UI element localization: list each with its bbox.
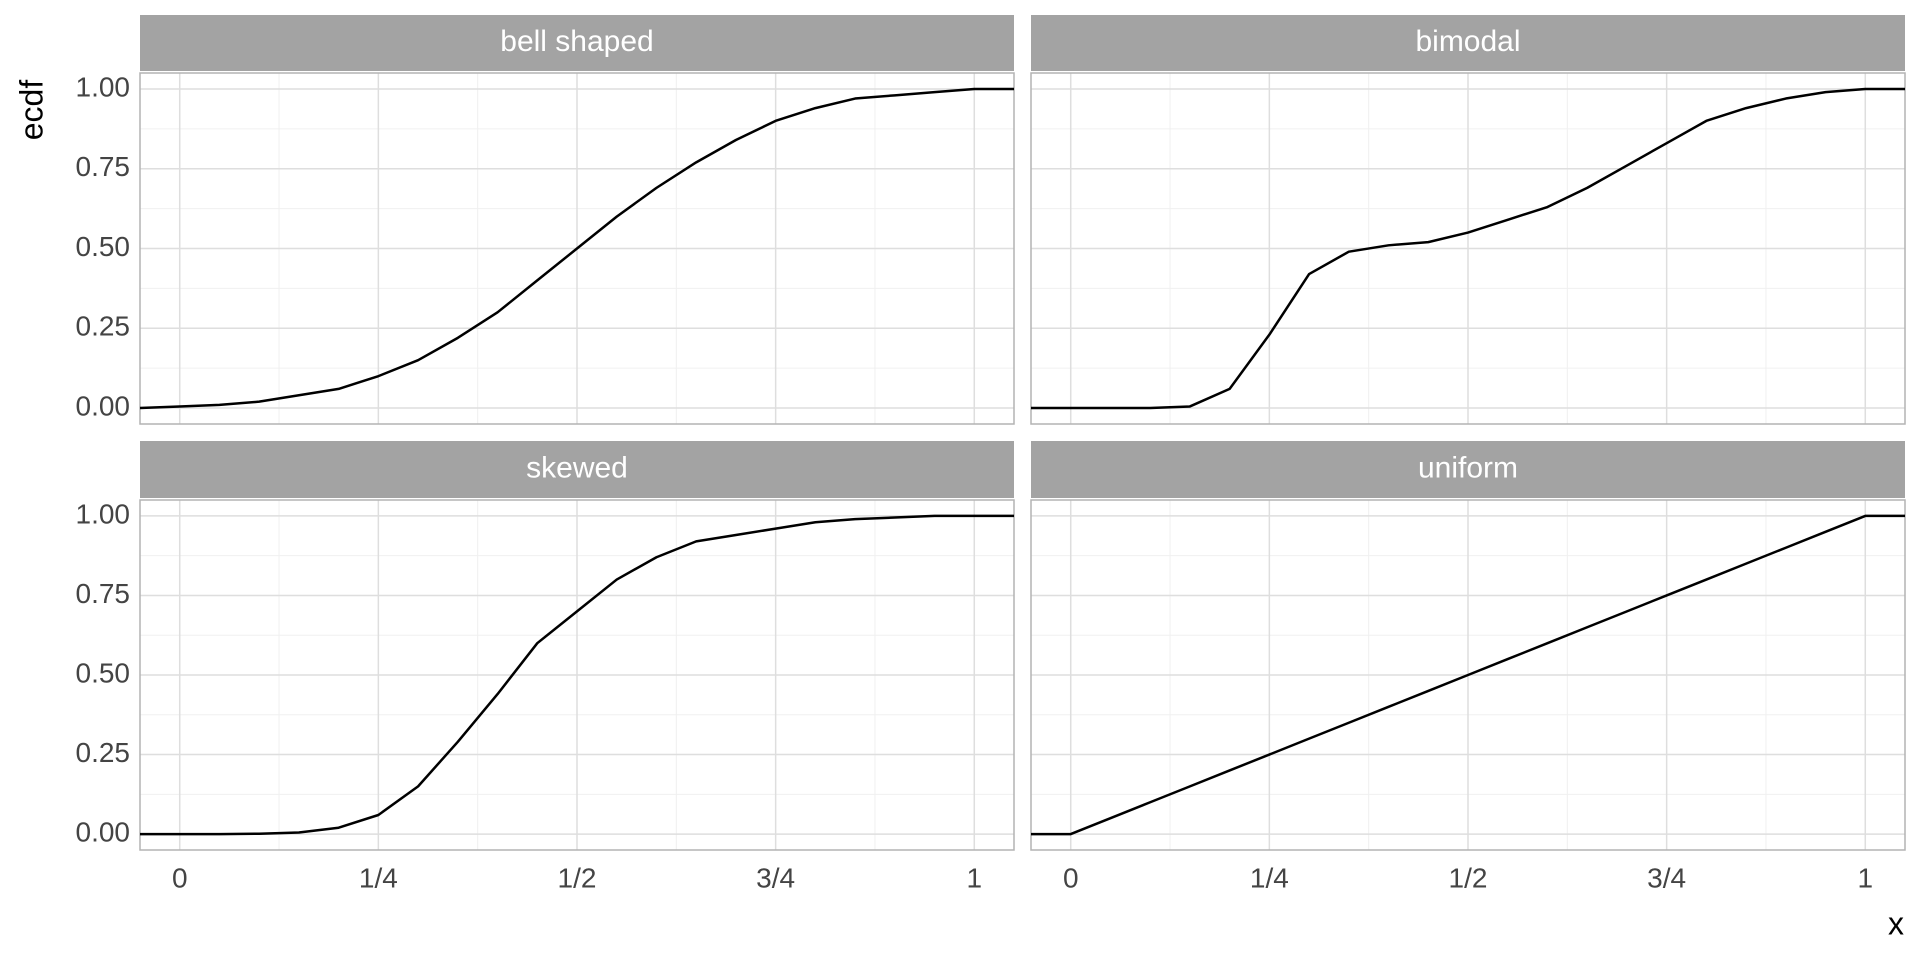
strip-title: bimodal <box>1415 25 1520 58</box>
y-tick-label: 0.25 <box>76 311 131 342</box>
x-tick-label: 1/4 <box>359 862 398 893</box>
panel-border <box>1030 72 1906 425</box>
x-tick-label: 1 <box>1857 862 1873 893</box>
x-tick-label: 0 <box>1063 862 1079 893</box>
y-axis-title: ecdf <box>13 80 49 141</box>
y-tick-label: 0.25 <box>76 737 131 768</box>
x-tick-label: 1/4 <box>1250 862 1289 893</box>
y-tick-label: 0.00 <box>76 390 131 421</box>
strip-title: uniform <box>1418 451 1518 484</box>
ecdf-line <box>140 514 1014 836</box>
x-tick-label: 1/2 <box>558 862 597 893</box>
y-tick-label: 0.75 <box>76 578 131 609</box>
panel-border <box>1030 499 1906 851</box>
y-tick-label: 0.50 <box>76 657 131 688</box>
x-axis-title: x <box>1888 905 1904 941</box>
y-tick-label: 0.00 <box>76 816 131 847</box>
strip <box>1031 441 1905 498</box>
panel-border <box>139 499 1015 851</box>
x-tick-label: 1/2 <box>1449 862 1488 893</box>
y-tick-label: 0.75 <box>76 151 131 182</box>
y-tick-label: 0.50 <box>76 231 131 262</box>
y-tick-label: 1.00 <box>76 71 131 102</box>
ecdf-line <box>1031 87 1905 410</box>
strip <box>140 441 1014 498</box>
ecdf-line <box>139 87 1014 410</box>
strip <box>140 15 1014 71</box>
ecdf-line <box>1031 514 1905 836</box>
panel-border <box>139 72 1015 425</box>
strip-title: skewed <box>526 451 628 484</box>
strip-title: bell shaped <box>500 25 653 58</box>
x-tick-label: 3/4 <box>756 862 795 893</box>
x-tick-label: 3/4 <box>1647 862 1686 893</box>
y-tick-label: 1.00 <box>76 498 131 529</box>
strip <box>1031 15 1905 71</box>
x-tick-label: 1 <box>966 862 982 893</box>
x-tick-label: 0 <box>172 862 188 893</box>
